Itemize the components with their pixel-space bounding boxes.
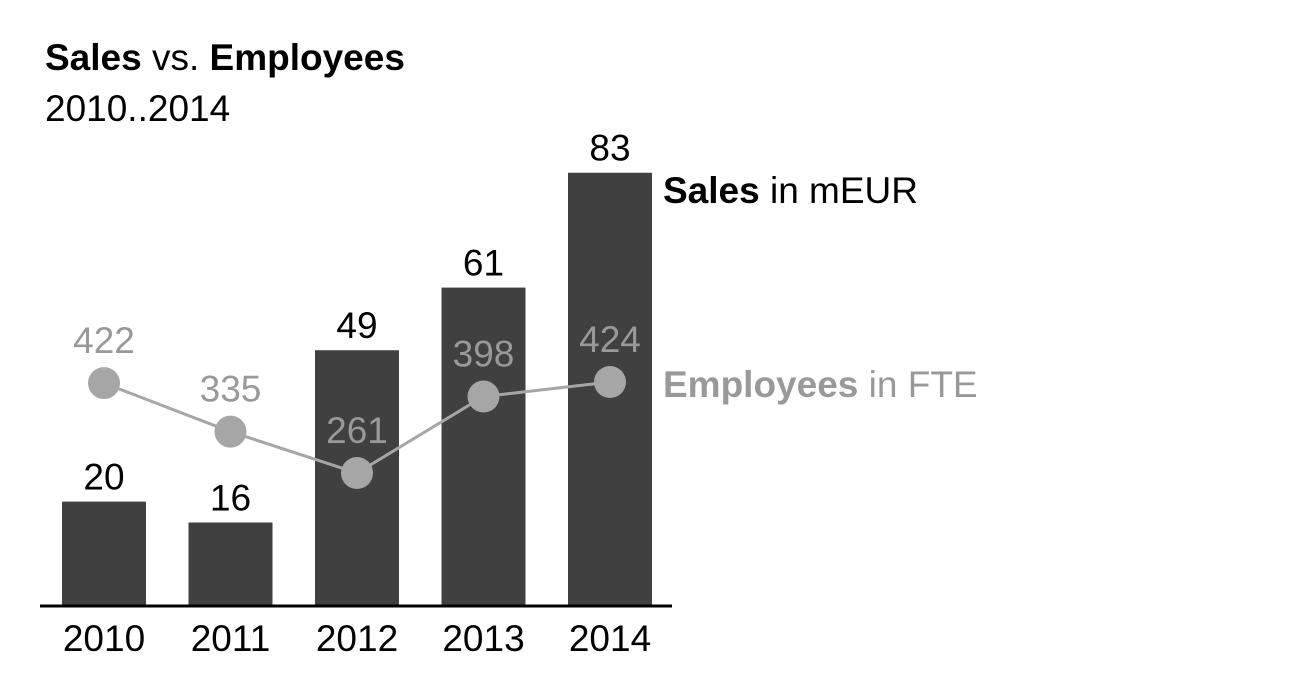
x-tick-label-2011: 2011 bbox=[191, 618, 271, 659]
legend-sales-name: Sales bbox=[663, 170, 760, 211]
title-sales: Sales bbox=[45, 37, 142, 78]
employees-value-label-2010: 422 bbox=[73, 320, 135, 361]
x-tick-label-2014: 2014 bbox=[569, 618, 651, 659]
legend-employees-name: Employees bbox=[663, 364, 858, 405]
sales-value-label-2013: 61 bbox=[463, 243, 504, 284]
x-tick-label-2012: 2012 bbox=[316, 618, 398, 659]
sales-bars: 20 16 49 61 83 bbox=[62, 128, 652, 607]
legend-sales-unit: in mEUR bbox=[760, 170, 918, 211]
legend-employees: Employees in FTE bbox=[663, 364, 978, 405]
employees-value-label-2012: 261 bbox=[326, 410, 388, 451]
title-vs: vs. bbox=[142, 37, 210, 78]
chart-subtitle: 2010..2014 bbox=[45, 88, 230, 129]
x-axis-ticks: 2010 2011 2012 2013 2014 bbox=[63, 618, 651, 659]
x-tick-label-2013: 2013 bbox=[442, 618, 524, 659]
employees-point-2012 bbox=[341, 457, 373, 489]
sales-value-label-2012: 49 bbox=[336, 305, 377, 346]
employees-value-label-2013: 398 bbox=[453, 334, 515, 375]
sales-bar-2010 bbox=[62, 501, 146, 606]
employees-point-2013 bbox=[467, 380, 500, 413]
employees-line: 422 335 261 398 424 bbox=[73, 319, 641, 489]
employees-value-label-2014: 424 bbox=[579, 319, 641, 360]
title-employees: Employees bbox=[210, 37, 405, 78]
chart-title: Sales vs. Employees bbox=[45, 37, 405, 78]
x-tick-label-2010: 2010 bbox=[63, 618, 145, 659]
legend-employees-unit: in FTE bbox=[858, 364, 977, 405]
legend-sales: Sales in mEUR bbox=[663, 170, 918, 211]
sales-bar-2013 bbox=[441, 287, 526, 606]
employees-value-label-2011: 335 bbox=[200, 369, 262, 410]
sales-value-label-2011: 16 bbox=[210, 477, 251, 518]
sales-value-label-2010: 20 bbox=[83, 457, 124, 498]
employees-point-2010 bbox=[88, 367, 120, 400]
sales-bar-2011 bbox=[188, 522, 273, 606]
sales-value-label-2014: 83 bbox=[589, 128, 630, 169]
employees-point-2014 bbox=[594, 366, 626, 398]
employees-point-2011 bbox=[214, 415, 247, 448]
